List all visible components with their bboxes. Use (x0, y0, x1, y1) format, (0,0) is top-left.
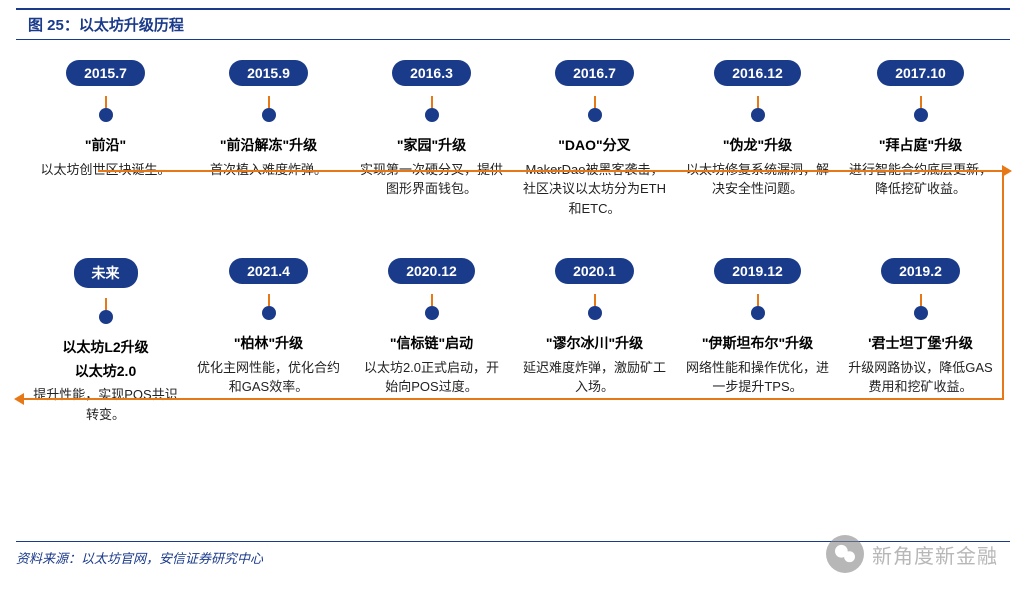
event-desc: 提升性能，实现POS共识转变。 (28, 385, 183, 424)
event-desc: MakerDao被黑客袭击，社区决议以太坊分为ETH和ETC。 (517, 160, 672, 219)
event-title: "DAO"分叉 (517, 136, 672, 156)
event-desc: 进行智能合约底层更新，降低挖矿收益。 (843, 160, 998, 199)
date-pill: 未来 (74, 258, 138, 288)
date-pill: 2015.9 (229, 60, 308, 86)
event-title: '君士坦丁堡'升级 (843, 334, 998, 354)
event-desc: 延迟难度炸弹，激励矿工入场。 (517, 358, 672, 397)
dot-icon (588, 306, 602, 320)
dot-icon (99, 310, 113, 324)
event-desc: 网络性能和操作优化，进一步提升TPS。 (680, 358, 835, 397)
event-title: "信标链"启动 (354, 334, 509, 354)
event-desc: 升级网路协议，降低GAS费用和挖矿收益。 (843, 358, 998, 397)
event-title: 以太坊L2升级 (28, 338, 183, 358)
arrow-bottom (22, 398, 1004, 400)
event-title2: 以太坊2.0 (28, 362, 183, 382)
watermark-text: 新角度新金融 (872, 540, 998, 569)
figure-title: 图 25：以太坊升级历程 (28, 14, 998, 35)
timeline-row-top: 2015.7 "前沿" 以太坊创世区块诞生。 2015.9 "前沿解冻"升级 首… (28, 60, 998, 218)
timeline-item: 2017.10 "拜占庭"升级 进行智能合约底层更新，降低挖矿收益。 (843, 60, 998, 218)
arrow-top (98, 170, 1004, 172)
date-pill: 2016.3 (392, 60, 471, 86)
event-desc: 实现第一次硬分叉，提供图形界面钱包。 (354, 160, 509, 199)
watermark: 新角度新金融 (826, 535, 998, 573)
figure-header: 图 25：以太坊升级历程 (16, 8, 1010, 40)
date-pill: 2020.1 (555, 258, 634, 284)
timeline-item: 2015.9 "前沿解冻"升级 首次植入难度炸弹。 (191, 60, 346, 218)
dot-icon (588, 108, 602, 122)
timeline-item: 2016.3 "家园"升级 实现第一次硬分叉，提供图形界面钱包。 (354, 60, 509, 218)
dot-icon (425, 306, 439, 320)
event-title: "谬尔冰川"升级 (517, 334, 672, 354)
timeline-item: 2016.7 "DAO"分叉 MakerDao被黑客袭击，社区决议以太坊分为ET… (517, 60, 672, 218)
event-title: "柏林"升级 (191, 334, 346, 354)
dot-icon (425, 108, 439, 122)
date-pill: 2019.2 (881, 258, 960, 284)
date-pill: 2016.12 (714, 60, 801, 86)
event-desc: 以太坊2.0正式启动，开始向POS过度。 (354, 358, 509, 397)
date-pill: 2019.12 (714, 258, 801, 284)
event-desc: 优化主网性能，优化合约和GAS效率。 (191, 358, 346, 397)
dot-icon (751, 108, 765, 122)
date-pill: 2016.7 (555, 60, 634, 86)
dot-icon (914, 306, 928, 320)
event-title: "伊斯坦布尔"升级 (680, 334, 835, 354)
date-pill: 2017.10 (877, 60, 964, 86)
date-pill: 2020.12 (388, 258, 475, 284)
dot-icon (751, 306, 765, 320)
timeline-item: 2015.7 "前沿" 以太坊创世区块诞生。 (28, 60, 183, 218)
timeline-item: 2016.12 "伪龙"升级 以太坊修复系统漏洞，解决安全性问题。 (680, 60, 835, 218)
dot-icon (262, 108, 276, 122)
dot-icon (914, 108, 928, 122)
connector-right (1002, 170, 1004, 400)
event-title: "前沿解冻"升级 (191, 136, 346, 156)
date-pill: 2015.7 (66, 60, 145, 86)
timeline: 2015.7 "前沿" 以太坊创世区块诞生。 2015.9 "前沿解冻"升级 首… (28, 60, 998, 520)
event-title: "前沿" (28, 136, 183, 156)
dot-icon (99, 108, 113, 122)
event-title: "伪龙"升级 (680, 136, 835, 156)
event-title: "家园"升级 (354, 136, 509, 156)
date-pill: 2021.4 (229, 258, 308, 284)
dot-icon (262, 306, 276, 320)
event-desc: 以太坊修复系统漏洞，解决安全性问题。 (680, 160, 835, 199)
wechat-icon (826, 535, 864, 573)
event-title: "拜占庭"升级 (843, 136, 998, 156)
